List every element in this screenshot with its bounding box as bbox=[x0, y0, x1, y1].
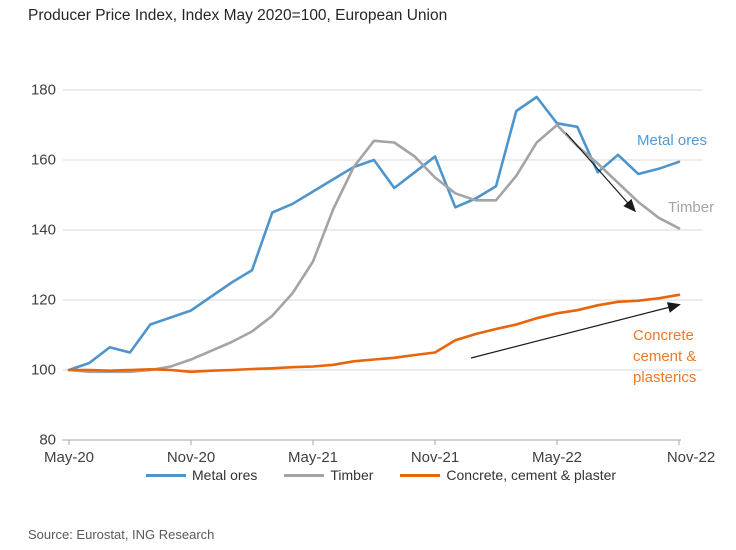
x-tick-label-May-22: May-22 bbox=[531, 449, 583, 466]
y-tick-label-120: 120 bbox=[30, 291, 56, 309]
legend-swatch-concrete bbox=[400, 473, 441, 477]
legend-label-metal_ores: Metal ores bbox=[192, 467, 258, 483]
concrete-trend-arrow bbox=[470, 302, 681, 359]
y-tick-label-140: 140 bbox=[30, 221, 56, 239]
legend-item-concrete: Concrete, cement & plaster bbox=[400, 467, 616, 483]
annotation-concrete-line3: plasterics bbox=[633, 369, 697, 386]
annotation-concrete-line1: Concrete bbox=[633, 327, 694, 344]
x-tick-label-Nov-20: Nov-20 bbox=[166, 449, 216, 466]
annotation-metal-ores: Metal ores bbox=[637, 132, 708, 149]
annotation-concrete-line2: cement & bbox=[633, 348, 697, 365]
chart-legend: Metal ores Timber Concrete, cement & plast… bbox=[146, 467, 616, 483]
y-tick-label-160: 160 bbox=[30, 151, 56, 169]
y-tick-label-180: 180 bbox=[30, 81, 56, 99]
annotation-arrows bbox=[470, 132, 681, 359]
timber-trend-arrow bbox=[565, 132, 636, 213]
y-tick-label-100: 100 bbox=[30, 361, 56, 379]
legend-label-concrete: Concrete, cement & plaster bbox=[446, 467, 617, 483]
x-tick-label-May-21: May-21 bbox=[287, 449, 339, 466]
legend-item-timber: Timber bbox=[284, 467, 373, 483]
annotation-concrete: Concrete cement & plasterics bbox=[633, 325, 696, 388]
legend-label-timber: Timber bbox=[330, 467, 374, 483]
legend-item-metal_ores: Metal ores bbox=[146, 467, 257, 483]
legend-swatch-metal_ores bbox=[146, 473, 186, 477]
series-line-metal_ores bbox=[67, 95, 681, 372]
gridlines bbox=[63, 89, 703, 371]
y-tick-label-80: 80 bbox=[39, 431, 56, 449]
x-axis bbox=[62, 439, 681, 445]
x-tick-label-Nov-22: Nov-22 bbox=[666, 449, 716, 466]
chart-title: Producer Price Index, Index May 2020=100… bbox=[28, 7, 448, 24]
legend-swatch-timber bbox=[284, 473, 325, 477]
data-series bbox=[67, 95, 681, 374]
x-tick-label-Nov-21: Nov-21 bbox=[410, 449, 460, 466]
x-tick-label-May-20: May-20 bbox=[43, 449, 95, 466]
source-note: Source: Eurostat, ING Research bbox=[28, 527, 215, 542]
annotation-timber: Timber bbox=[668, 199, 715, 216]
series-line-concrete bbox=[67, 293, 681, 374]
